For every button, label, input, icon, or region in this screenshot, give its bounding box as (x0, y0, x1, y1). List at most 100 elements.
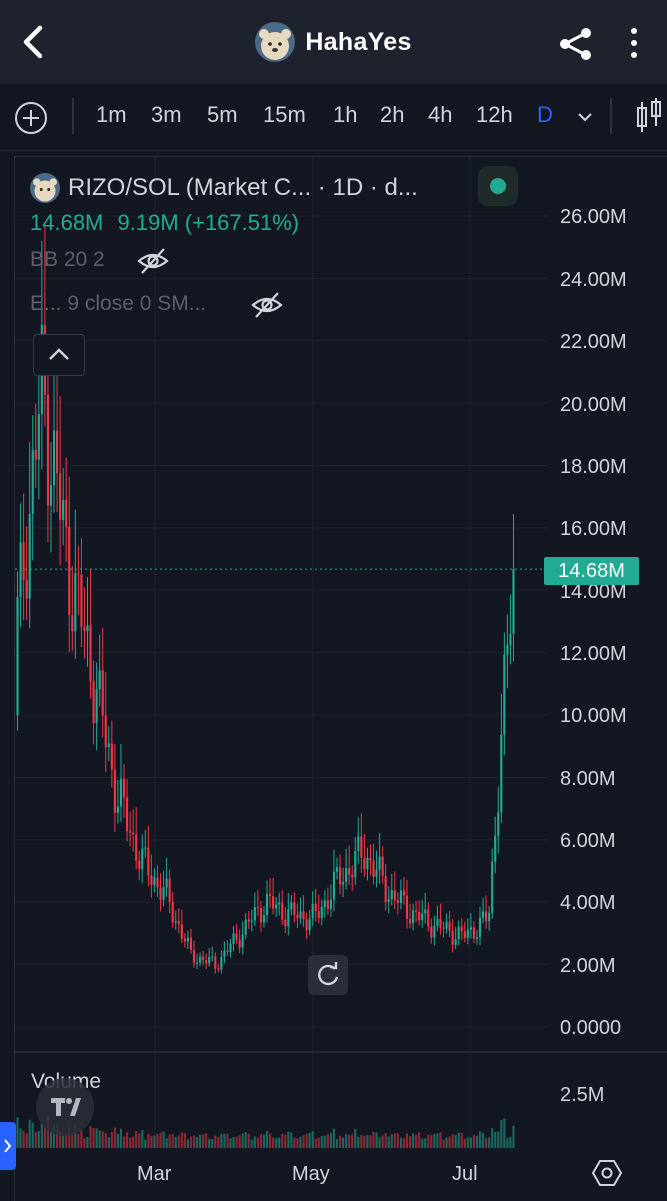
candle-body (366, 857, 369, 870)
volume-bar (43, 1124, 46, 1148)
tf-5m[interactable]: 5m (207, 102, 238, 127)
candles-icon (637, 98, 661, 132)
candle-body (360, 836, 363, 858)
candle-body (16, 597, 19, 716)
volume-bar (180, 1132, 183, 1148)
tf-1m[interactable]: 1m (96, 102, 127, 127)
candle-body (418, 911, 421, 921)
volume-bar (28, 1119, 31, 1148)
tf-12h[interactable]: 12h (476, 102, 513, 127)
more-menu-button[interactable] (622, 26, 646, 60)
candle-body (387, 899, 390, 902)
volume-bar (323, 1135, 326, 1148)
candle-body (329, 899, 332, 909)
collapse-legend-button[interactable] (33, 334, 85, 376)
share-button[interactable] (556, 24, 596, 64)
chart-settings-button[interactable] (592, 1158, 622, 1188)
volume-bar (272, 1137, 275, 1148)
volume-bar (506, 1138, 509, 1148)
avatar (255, 22, 296, 62)
volume-bar (83, 1138, 86, 1148)
hide-indicator-bb-button[interactable] (136, 246, 170, 276)
candle-body (28, 514, 31, 599)
price-axis-label: 8.00M (560, 768, 616, 790)
tf-day-active[interactable]: D (537, 102, 553, 127)
candle-body (323, 900, 326, 907)
rotate-icon (318, 962, 339, 986)
volume-bar (378, 1137, 381, 1148)
volume-bar (338, 1135, 342, 1148)
candle-body (235, 933, 238, 940)
tf-15m[interactable]: 15m (263, 102, 306, 127)
tf-1h[interactable]: 1h (333, 102, 358, 127)
candle-body (104, 715, 107, 748)
candle-body (220, 957, 223, 970)
indicator-bb-label[interactable]: BB 20 2 (30, 248, 105, 271)
volume-bar (329, 1133, 332, 1148)
hide-indicator-ema-button[interactable] (250, 290, 284, 320)
volume-bar (481, 1132, 485, 1148)
volume-bar (62, 1135, 65, 1148)
symbol-legend[interactable]: RIZO/SOL (Market C... · 1D · d... (30, 168, 418, 208)
volume-bar (116, 1133, 119, 1148)
app-bar (0, 0, 667, 84)
candle-body (162, 887, 165, 900)
volume-bar (208, 1138, 211, 1148)
volume-bar (202, 1134, 205, 1148)
candle-body (405, 895, 409, 919)
volume-bar (390, 1134, 393, 1148)
volume-bar (104, 1132, 107, 1148)
candle-body (506, 645, 509, 655)
volume-bar (275, 1138, 278, 1148)
volume-bar (268, 1133, 272, 1148)
candle-body (308, 918, 311, 931)
volume-bar (256, 1137, 259, 1148)
settings-hexagon-icon (592, 1160, 622, 1186)
candle-body (223, 950, 226, 958)
volume-bar (500, 1120, 503, 1148)
candle-body (299, 911, 302, 919)
volume-bar (205, 1133, 208, 1148)
add-indicator-button[interactable] (14, 101, 48, 135)
volume-bar (132, 1136, 135, 1148)
volume-bar (478, 1131, 482, 1148)
tf-4h[interactable]: 4h (428, 102, 453, 127)
tf-3m[interactable]: 3m (151, 102, 182, 127)
price-axis-label: 16.00M (560, 518, 627, 540)
volume-bar (125, 1132, 129, 1148)
candle-body (19, 542, 22, 598)
volume-bar (174, 1136, 177, 1148)
volume-bar (293, 1137, 296, 1148)
back-button[interactable] (14, 22, 54, 62)
reset-chart-button[interactable] (308, 955, 348, 995)
candle-body (92, 681, 95, 723)
candle-body (49, 485, 53, 506)
candle-body (71, 615, 74, 632)
volume-axis-label: 2.5M (560, 1084, 605, 1106)
side-panel-toggle[interactable] (0, 1122, 16, 1170)
chart-type-button[interactable] (630, 96, 664, 138)
tf-2h[interactable]: 2h (380, 102, 405, 127)
market-status-indicator[interactable] (478, 166, 518, 206)
candle-body (272, 896, 275, 909)
candle-body (500, 734, 503, 813)
volume-bar (165, 1138, 168, 1148)
timeframe-dropdown-button[interactable] (574, 106, 596, 128)
candle-body (375, 869, 378, 877)
indicator-ema-label[interactable]: E... 9 close 0 SM... (30, 292, 207, 315)
volume-bar (247, 1133, 250, 1148)
volume-bar (19, 1128, 22, 1148)
price-axis-label: 22.00M (560, 331, 627, 353)
candle-body (305, 919, 308, 931)
candle-body (192, 949, 196, 964)
chevron-left-icon (23, 25, 43, 59)
candle-body (372, 860, 375, 877)
candle-body (448, 921, 451, 931)
candle-body (59, 473, 62, 520)
volume-bar (259, 1134, 263, 1148)
volume-bar (360, 1134, 363, 1148)
volume-bar (56, 1125, 59, 1148)
volume-bar (86, 1136, 89, 1148)
candle-body (445, 921, 448, 929)
